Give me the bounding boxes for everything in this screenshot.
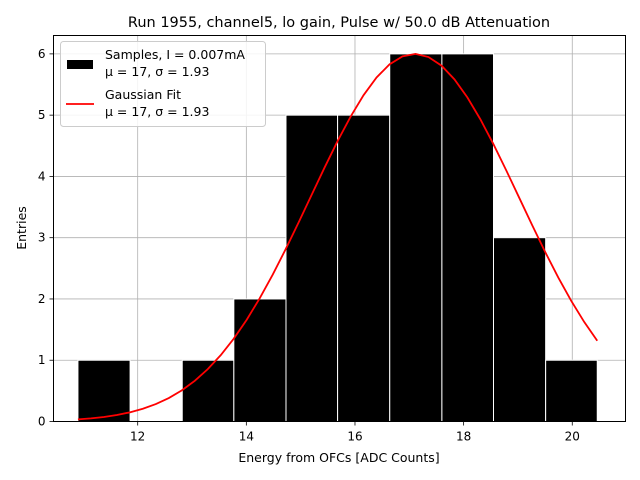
x-tick-label: 14 <box>239 430 254 444</box>
histogram-bars <box>77 53 598 423</box>
y-axis-ticks: 0 1 2 3 4 5 6 <box>38 47 54 429</box>
gaussian-fit <box>77 52 598 421</box>
histogram-bar <box>441 53 494 422</box>
chart-title: Run 1955, channel5, lo gain, Pulse w/ 50… <box>128 15 550 31</box>
y-tick-label: 4 <box>38 169 46 183</box>
y-tick-label: 1 <box>38 353 46 367</box>
y-tick-label: 5 <box>38 108 46 122</box>
y-axis-label: Entries <box>14 206 29 250</box>
x-axis-label: Energy from OFCs [ADC Counts] <box>238 450 439 465</box>
x-tick-label: 20 <box>565 430 580 444</box>
x-tick-label: 16 <box>347 430 362 444</box>
legend-samples-label: Samples, I = 0.007mA <box>105 47 245 62</box>
gaussian-fit-line <box>77 52 598 421</box>
legend-fit-stats: μ = 17, σ = 1.93 <box>105 104 209 119</box>
y-tick-label: 0 <box>38 415 46 429</box>
x-tick-label: 18 <box>456 430 471 444</box>
x-tick-label: 12 <box>130 430 145 444</box>
histogram-bar <box>233 298 287 423</box>
y-tick-label: 3 <box>38 231 46 245</box>
y-tick-label: 6 <box>38 47 46 61</box>
histogram-bar <box>285 114 339 423</box>
histogram-bar <box>545 359 598 423</box>
x-axis-ticks: 12 14 16 18 20 <box>130 421 580 444</box>
plot-frame <box>53 35 626 422</box>
histogram-bar <box>77 359 131 423</box>
y-tick-label: 2 <box>38 292 46 306</box>
legend-samples-swatch <box>67 60 93 69</box>
legend-samples-stats: μ = 17, σ = 1.93 <box>105 64 209 79</box>
histogram-bar <box>493 237 547 422</box>
histogram-bar <box>389 53 443 422</box>
legend-fit-label: Gaussian Fit <box>105 87 181 102</box>
histogram-bar <box>337 114 391 423</box>
legend: Samples, I = 0.007mA μ = 17, σ = 1.93 Ga… <box>60 41 266 127</box>
legend-box <box>60 41 266 127</box>
